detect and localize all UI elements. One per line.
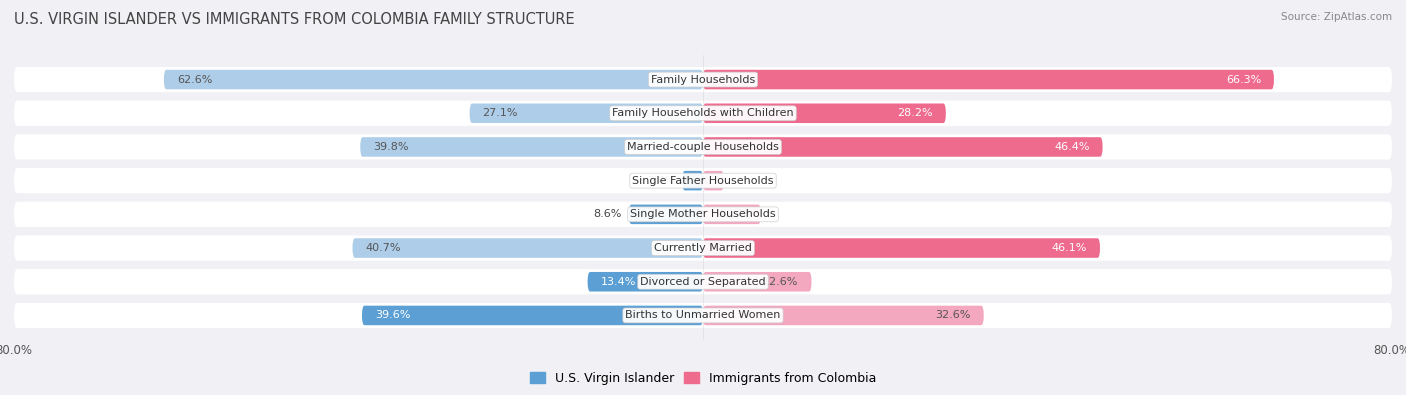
FancyBboxPatch shape — [361, 306, 703, 325]
Text: 8.6%: 8.6% — [643, 209, 671, 219]
FancyBboxPatch shape — [14, 202, 1392, 227]
Text: 39.8%: 39.8% — [373, 142, 409, 152]
FancyBboxPatch shape — [14, 235, 1392, 261]
FancyBboxPatch shape — [703, 137, 1102, 157]
FancyBboxPatch shape — [703, 103, 946, 123]
Text: U.S. VIRGIN ISLANDER VS IMMIGRANTS FROM COLOMBIA FAMILY STRUCTURE: U.S. VIRGIN ISLANDER VS IMMIGRANTS FROM … — [14, 12, 575, 27]
Text: Family Households with Children: Family Households with Children — [612, 108, 794, 118]
Text: 6.7%: 6.7% — [720, 209, 748, 219]
Text: 46.1%: 46.1% — [1052, 243, 1087, 253]
Text: Divorced or Separated: Divorced or Separated — [640, 277, 766, 287]
FancyBboxPatch shape — [703, 171, 724, 190]
Text: 28.2%: 28.2% — [897, 108, 934, 118]
Text: 39.6%: 39.6% — [375, 310, 411, 320]
Text: 27.1%: 27.1% — [482, 108, 517, 118]
Text: 40.7%: 40.7% — [366, 243, 401, 253]
FancyBboxPatch shape — [14, 168, 1392, 193]
Text: 32.6%: 32.6% — [935, 310, 970, 320]
Legend: U.S. Virgin Islander, Immigrants from Colombia: U.S. Virgin Islander, Immigrants from Co… — [530, 372, 876, 385]
FancyBboxPatch shape — [703, 306, 984, 325]
Text: 46.4%: 46.4% — [1054, 142, 1090, 152]
FancyBboxPatch shape — [14, 134, 1392, 160]
Text: Single Mother Households: Single Mother Households — [630, 209, 776, 219]
Text: 66.3%: 66.3% — [1226, 75, 1261, 85]
FancyBboxPatch shape — [14, 101, 1392, 126]
FancyBboxPatch shape — [703, 272, 811, 292]
FancyBboxPatch shape — [14, 303, 1392, 328]
Text: 13.4%: 13.4% — [600, 277, 636, 287]
Text: 12.6%: 12.6% — [763, 277, 799, 287]
FancyBboxPatch shape — [703, 205, 761, 224]
Text: Married-couple Households: Married-couple Households — [627, 142, 779, 152]
FancyBboxPatch shape — [703, 70, 1274, 89]
FancyBboxPatch shape — [165, 70, 703, 89]
Text: 2.4%: 2.4% — [647, 176, 675, 186]
Text: 2.4%: 2.4% — [695, 176, 724, 186]
Text: Births to Unmarried Women: Births to Unmarried Women — [626, 310, 780, 320]
Text: Source: ZipAtlas.com: Source: ZipAtlas.com — [1281, 12, 1392, 22]
FancyBboxPatch shape — [360, 137, 703, 157]
Text: 2.4%: 2.4% — [682, 176, 711, 186]
FancyBboxPatch shape — [353, 238, 703, 258]
Text: Single Father Households: Single Father Households — [633, 176, 773, 186]
FancyBboxPatch shape — [14, 269, 1392, 294]
FancyBboxPatch shape — [703, 238, 1099, 258]
FancyBboxPatch shape — [470, 103, 703, 123]
Text: 8.6%: 8.6% — [593, 209, 621, 219]
FancyBboxPatch shape — [14, 67, 1392, 92]
Text: Family Households: Family Households — [651, 75, 755, 85]
FancyBboxPatch shape — [682, 171, 703, 190]
Text: 62.6%: 62.6% — [177, 75, 212, 85]
FancyBboxPatch shape — [628, 205, 703, 224]
FancyBboxPatch shape — [588, 272, 703, 292]
Text: Currently Married: Currently Married — [654, 243, 752, 253]
